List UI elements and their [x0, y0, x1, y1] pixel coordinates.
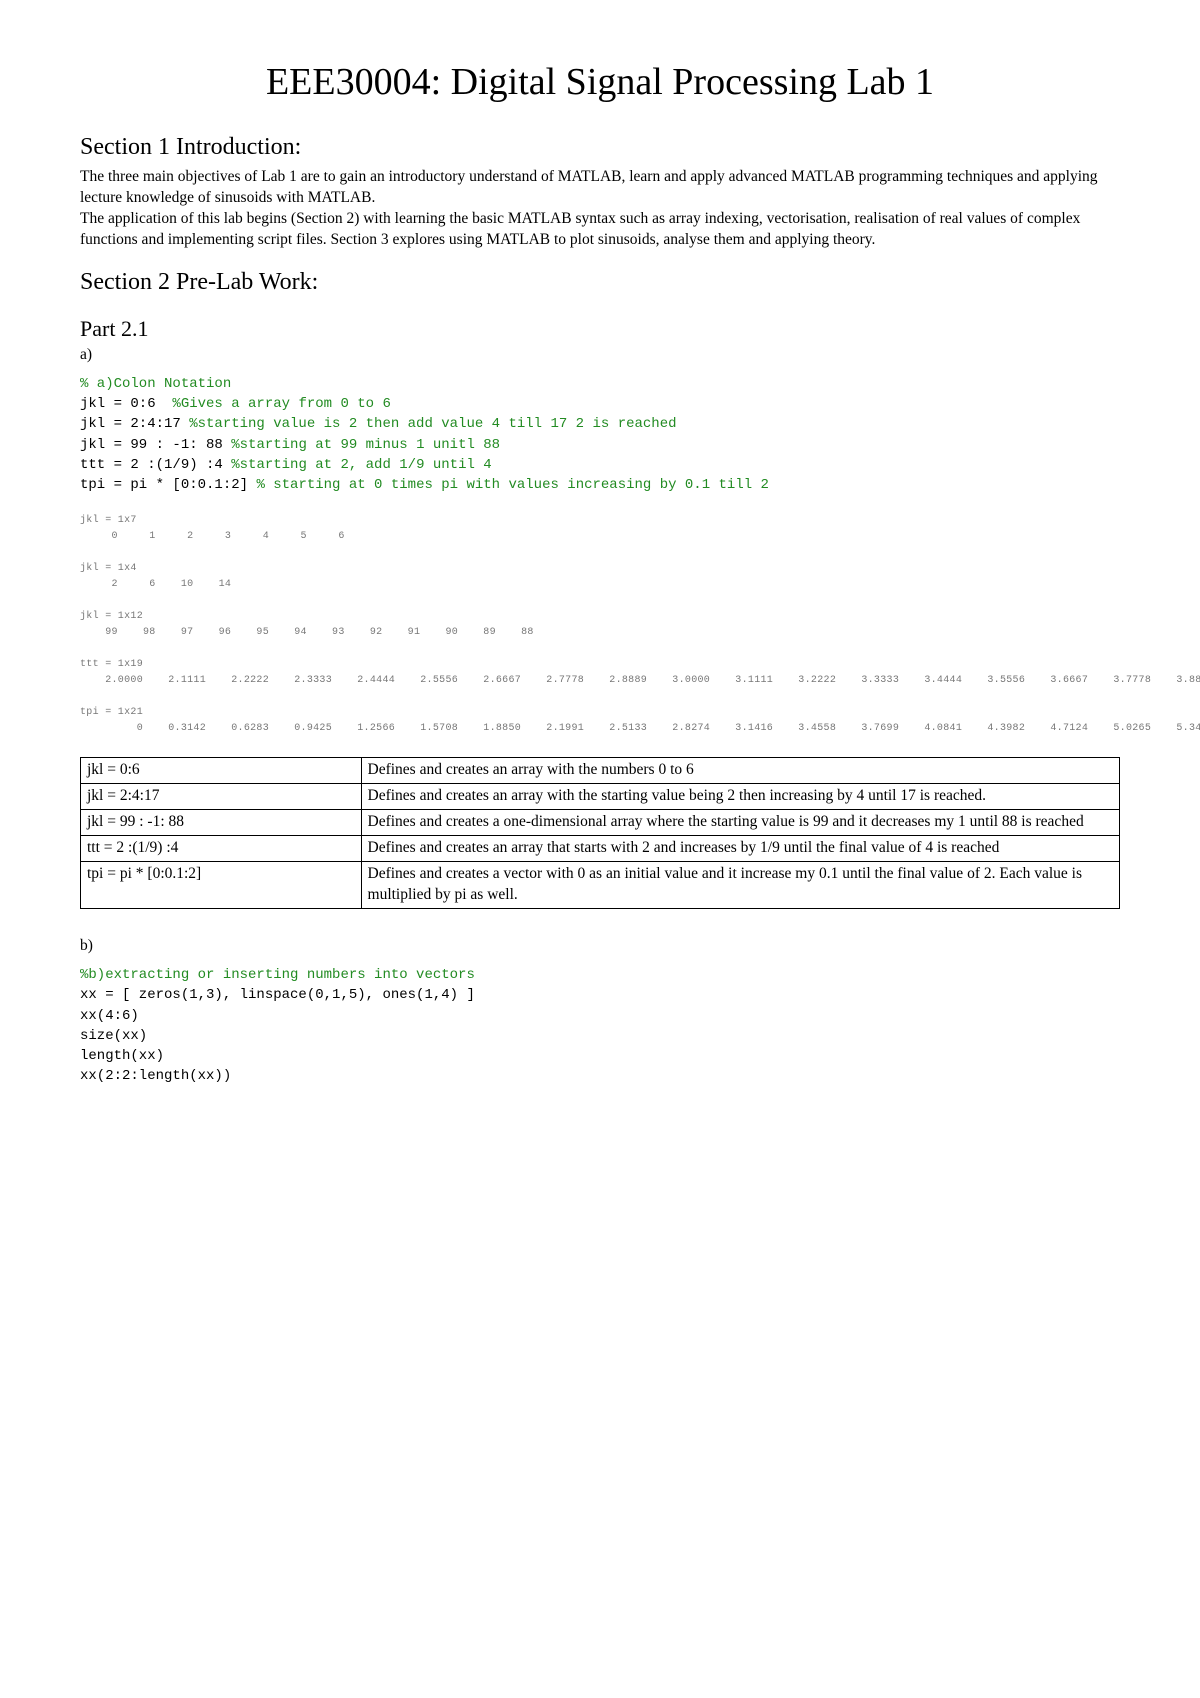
code-block-b: %b)extracting or inserting numbers into …	[80, 965, 1120, 1087]
code-line: ttt = 2 :(1/9) :4	[80, 457, 231, 473]
command-table: jkl = 0:6Defines and creates an array wi…	[80, 757, 1120, 909]
code-line: xx(4:6)	[80, 1008, 139, 1024]
code-line: size(xx)	[80, 1028, 147, 1044]
matlab-output-a: jkl = 1x7 0 1 2 3 4 5 6 jkl = 1x4 2 6 10…	[80, 513, 1120, 737]
part21-heading: Part 2.1	[80, 316, 1120, 342]
table-row: ttt = 2 :(1/9) :4Defines and creates an …	[81, 836, 1120, 862]
code-block-a: % a)Colon Notation jkl = 0:6 %Gives a ar…	[80, 374, 1120, 496]
table-cell-description: Defines and creates a one-dimensional ar…	[361, 810, 1119, 836]
table-cell-command: jkl = 0:6	[81, 758, 362, 784]
table-cell-command: tpi = pi * [0:0.1:2]	[81, 862, 362, 909]
code-line: jkl = 2:4:17	[80, 416, 189, 432]
part-b-label: b)	[80, 937, 1120, 955]
table-cell-command: jkl = 2:4:17	[81, 784, 362, 810]
code-line: tpi = pi * [0:0.1:2]	[80, 477, 256, 493]
code-comment: %Gives a array from 0 to 6	[172, 396, 390, 412]
code-comment: %b)extracting or inserting numbers into …	[80, 967, 475, 983]
code-comment: %starting at 2, add 1/9 until 4	[231, 457, 491, 473]
part-a-label: a)	[80, 346, 1120, 364]
section1-para1: The three main objectives of Lab 1 are t…	[80, 167, 1120, 209]
table-cell-command: jkl = 99 : -1: 88	[81, 810, 362, 836]
code-line: length(xx)	[80, 1048, 164, 1064]
table-row: tpi = pi * [0:0.1:2]Defines and creates …	[81, 862, 1120, 909]
section1-para2: The application of this lab begins (Sect…	[80, 209, 1120, 251]
table-row: jkl = 99 : -1: 88Defines and creates a o…	[81, 810, 1120, 836]
section2-heading: Section 2 Pre-Lab Work:	[80, 269, 1120, 296]
table-cell-description: Defines and creates an array with the st…	[361, 784, 1119, 810]
page-title: EEE30004: Digital Signal Processing Lab …	[80, 60, 1120, 104]
code-comment: %starting at 99 minus 1 unitl 88	[231, 437, 500, 453]
table-cell-description: Defines and creates a vector with 0 as a…	[361, 862, 1119, 909]
code-comment: % a)Colon Notation	[80, 376, 231, 392]
code-comment: %starting value is 2 then add value 4 ti…	[189, 416, 676, 432]
code-line: jkl = 0:6	[80, 396, 172, 412]
code-line: xx = [ zeros(1,3), linspace(0,1,5), ones…	[80, 987, 475, 1003]
table-row: jkl = 0:6Defines and creates an array wi…	[81, 758, 1120, 784]
code-line: xx(2:2:length(xx))	[80, 1068, 231, 1084]
code-comment: % starting at 0 times pi with values inc…	[256, 477, 768, 493]
section1-heading: Section 1 Introduction:	[80, 134, 1120, 161]
table-row: jkl = 2:4:17Defines and creates an array…	[81, 784, 1120, 810]
code-line: jkl = 99 : -1: 88	[80, 437, 231, 453]
table-cell-description: Defines and creates an array with the nu…	[361, 758, 1119, 784]
table-cell-command: ttt = 2 :(1/9) :4	[81, 836, 362, 862]
table-cell-description: Defines and creates an array that starts…	[361, 836, 1119, 862]
